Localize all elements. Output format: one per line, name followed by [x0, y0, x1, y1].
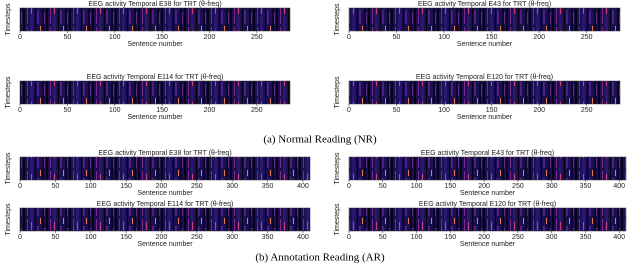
x-axis-label: Sentence number — [137, 190, 193, 197]
x-tick-label: 100 — [411, 234, 423, 241]
x-tick-label: 50 — [393, 34, 401, 41]
x-tick-label: 200 — [533, 107, 545, 114]
x-tick-label: 50 — [63, 107, 71, 114]
x-tick-label: 100 — [109, 107, 121, 114]
x-tick-label: 100 — [411, 183, 423, 190]
heatmap — [348, 207, 627, 232]
y-axis-label: Timesteps — [334, 152, 341, 185]
x-tick-label: 250 — [251, 34, 263, 41]
x-axis-label: Sentence number — [127, 114, 183, 121]
x-tick-label: 100 — [85, 234, 97, 241]
panel-title: EEG activity Temporal E114 for TRT (θ-fr… — [97, 201, 234, 208]
x-tick-label: 50 — [51, 183, 59, 190]
panel-title: EEG activity Temporal E38 for TRT (θ-fre… — [88, 1, 221, 8]
x-tick-label: 100 — [109, 34, 121, 41]
y-axis-label: Timesteps — [5, 3, 12, 36]
x-tick-label: 200 — [204, 34, 216, 41]
y-axis-label: Timesteps — [5, 152, 12, 185]
panel-title: EEG activity Temporal E43 for TRT (θ-fre… — [421, 150, 554, 157]
y-axis-label: Timesteps — [334, 76, 341, 109]
x-tick-label: 200 — [478, 183, 490, 190]
x-tick-label: 50 — [63, 34, 71, 41]
x-tick-label: 150 — [120, 183, 132, 190]
heatmap — [348, 7, 621, 32]
x-tick-label: 200 — [478, 234, 490, 241]
x-tick-label: 400 — [613, 183, 625, 190]
x-tick-label: 50 — [379, 234, 387, 241]
x-tick-label: 250 — [512, 234, 524, 241]
x-tick-label: 0 — [18, 107, 22, 114]
x-tick-label: 250 — [251, 107, 263, 114]
x-tick-label: 150 — [444, 183, 456, 190]
x-tick-label: 350 — [262, 183, 274, 190]
x-tick-label: 0 — [347, 107, 351, 114]
x-tick-label: 350 — [580, 183, 592, 190]
x-tick-label: 400 — [297, 234, 309, 241]
x-axis-label: Sentence number — [460, 241, 516, 248]
heatmap — [348, 80, 621, 105]
x-tick-label: 200 — [156, 183, 168, 190]
panel-title: EEG activity Temporal E120 for TRT (θ-fr… — [416, 74, 553, 81]
heatmap — [348, 156, 627, 181]
x-tick-label: 300 — [226, 183, 238, 190]
x-tick-label: 0 — [347, 34, 351, 41]
x-tick-label: 300 — [226, 234, 238, 241]
x-tick-label: 150 — [156, 107, 168, 114]
x-tick-label: 150 — [156, 34, 168, 41]
x-tick-label: 350 — [580, 234, 592, 241]
x-tick-label: 100 — [438, 107, 450, 114]
caption: (b) Annotation Reading (AR) — [255, 252, 385, 264]
x-tick-label: 300 — [546, 234, 558, 241]
heatmap — [19, 7, 291, 32]
y-axis-label: Timesteps — [334, 203, 341, 236]
panel-title: EEG activity Temporal E120 for TRT (θ-fr… — [419, 201, 556, 208]
panel-title: EEG activity Temporal E114 for TRT (θ-fr… — [87, 74, 224, 81]
heatmap — [19, 207, 311, 232]
x-tick-label: 0 — [18, 34, 22, 41]
x-axis-label: Sentence number — [457, 41, 513, 48]
heatmap — [19, 156, 311, 181]
x-tick-label: 250 — [581, 34, 593, 41]
x-tick-label: 50 — [51, 234, 59, 241]
panel-title: EEG activity Temporal E38 for TRT (θ-fre… — [98, 150, 231, 157]
x-tick-label: 400 — [613, 234, 625, 241]
x-axis-label: Sentence number — [460, 190, 516, 197]
y-axis-label: Timesteps — [5, 76, 12, 109]
x-axis-label: Sentence number — [127, 41, 183, 48]
x-tick-label: 400 — [297, 183, 309, 190]
x-tick-label: 100 — [438, 34, 450, 41]
x-tick-label: 150 — [486, 34, 498, 41]
x-tick-label: 300 — [546, 183, 558, 190]
x-tick-label: 50 — [393, 107, 401, 114]
x-tick-label: 0 — [347, 234, 351, 241]
x-tick-label: 150 — [486, 107, 498, 114]
x-tick-label: 150 — [120, 234, 132, 241]
y-axis-label: Timesteps — [5, 203, 12, 236]
x-tick-label: 350 — [262, 234, 274, 241]
x-tick-label: 0 — [18, 234, 22, 241]
x-tick-label: 250 — [512, 183, 524, 190]
x-tick-label: 100 — [85, 183, 97, 190]
x-tick-label: 200 — [156, 234, 168, 241]
x-tick-label: 0 — [18, 183, 22, 190]
heatmap — [19, 80, 291, 105]
x-tick-label: 200 — [533, 34, 545, 41]
x-axis-label: Sentence number — [137, 241, 193, 248]
panel-title: EEG activity Temporal E43 for TRT (θ-fre… — [418, 1, 551, 8]
x-axis-label: Sentence number — [457, 114, 513, 121]
x-tick-label: 250 — [191, 234, 203, 241]
caption: (a) Normal Reading (NR) — [263, 134, 377, 146]
x-tick-label: 250 — [191, 183, 203, 190]
x-tick-label: 150 — [444, 234, 456, 241]
x-tick-label: 250 — [581, 107, 593, 114]
x-tick-label: 200 — [204, 107, 216, 114]
y-axis-label: Timesteps — [334, 3, 341, 36]
x-tick-label: 50 — [379, 183, 387, 190]
x-tick-label: 0 — [347, 183, 351, 190]
